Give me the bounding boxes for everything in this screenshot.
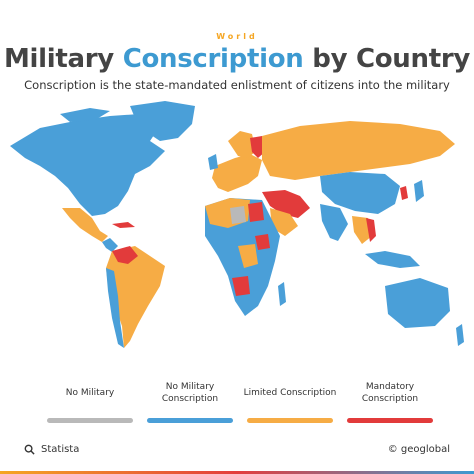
- region-india: [320, 204, 348, 241]
- source: Statista: [24, 444, 79, 455]
- title-part-2: by Country: [303, 44, 471, 74]
- region-japan: [414, 180, 424, 202]
- region-russia: [262, 121, 455, 180]
- region-indonesia: [365, 251, 420, 268]
- region-angola: [232, 276, 250, 296]
- region-venezuela: [112, 246, 138, 264]
- region-north-america: [10, 114, 165, 216]
- region-madagascar: [278, 282, 286, 306]
- region-arctic-islands: [60, 108, 110, 122]
- region-west-south-america: [106, 268, 124, 348]
- legend-label: Mandatory Conscription: [361, 382, 419, 404]
- region-vietnam: [366, 218, 376, 242]
- legend-label: No Military Conscription: [161, 382, 219, 404]
- world-map: [10, 101, 464, 348]
- legend-swatch: [247, 418, 333, 423]
- legend-label: Limited Conscription: [243, 388, 337, 398]
- legend-item-limited: Limited Conscription: [240, 380, 340, 423]
- region-scandinavia: [228, 131, 256, 158]
- region-korea: [400, 186, 408, 200]
- brand-label: © geoglobal: [387, 444, 450, 455]
- title-accent: Conscription: [122, 44, 304, 74]
- region-china: [320, 172, 400, 214]
- legend-swatch: [347, 418, 433, 423]
- legend-swatch: [47, 418, 133, 423]
- region-southern-africa: [238, 244, 258, 268]
- region-australia: [385, 278, 450, 328]
- region-egypt: [248, 202, 264, 222]
- region-uk: [208, 154, 218, 170]
- region-greenland: [130, 101, 195, 141]
- region-europe: [212, 154, 262, 192]
- legend-item-mandatory: Mandatory Conscription: [340, 380, 440, 423]
- legend-item-no-conscription: No Military Conscription: [140, 380, 240, 423]
- legend-item-no-military: No Military: [40, 380, 140, 423]
- region-no-military: [230, 206, 246, 224]
- map-title: Military Conscription by Country: [0, 44, 474, 74]
- region-new-zealand: [456, 324, 464, 346]
- region-mexico: [62, 208, 108, 242]
- legend-swatch: [147, 418, 233, 423]
- region-cuba: [112, 222, 135, 228]
- map-subtitle: Conscription is the state-mandated enlis…: [24, 78, 450, 92]
- search-icon: [24, 444, 35, 455]
- region-south-america: [106, 246, 165, 348]
- bottom-accent-line: [0, 471, 474, 474]
- region-middle-east: [262, 190, 310, 218]
- legend: No Military No Military Conscription Lim…: [40, 380, 440, 430]
- legend-label: No Military: [65, 388, 115, 398]
- region-sudan: [255, 234, 270, 250]
- title-part-1: Military: [3, 44, 123, 74]
- region-central-america: [102, 238, 118, 252]
- source-label: Statista: [41, 444, 80, 455]
- map-kicker: World: [216, 32, 258, 41]
- region-arabia: [270, 208, 298, 236]
